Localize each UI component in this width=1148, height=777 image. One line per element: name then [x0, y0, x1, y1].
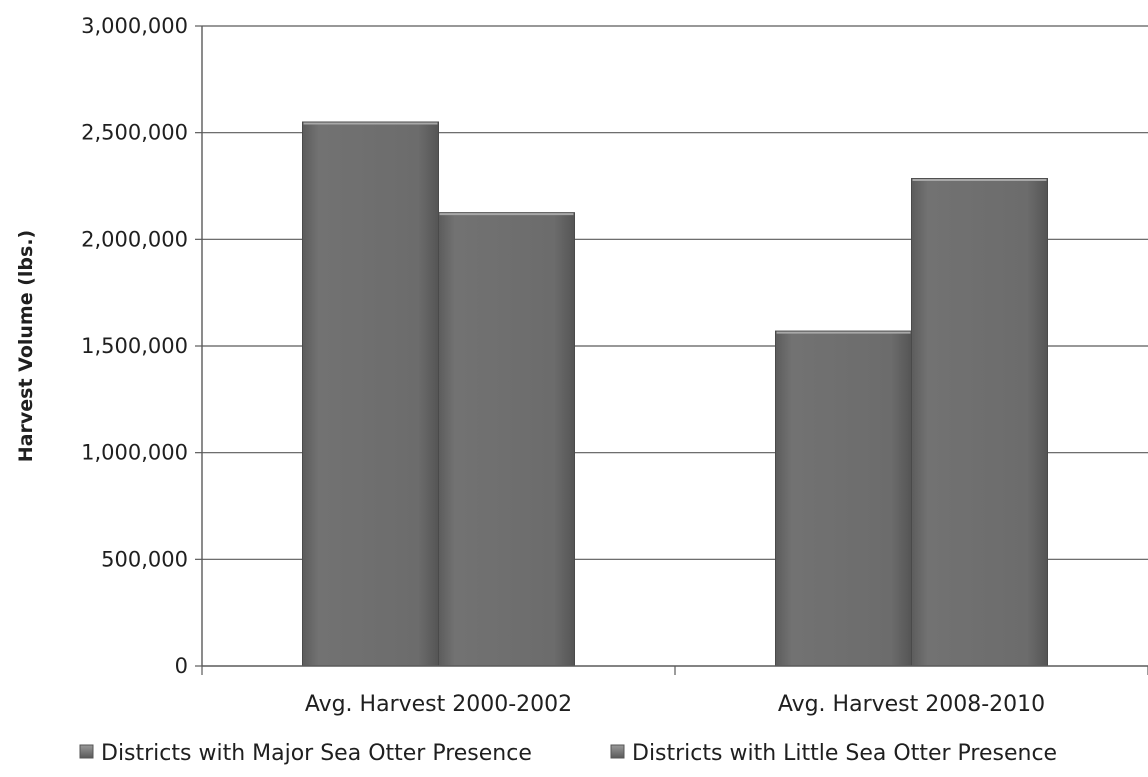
- labels: 0 500,000 1,000,000 1,500,000 2,000,000 2,500…: [15, 14, 1045, 717]
- legend-label: Districts with Little Sea Otter Presence: [632, 741, 1057, 766]
- y-tick-label: 500,000: [101, 547, 188, 571]
- bar: [438, 212, 575, 667]
- bars: [302, 121, 1048, 667]
- y-tick-label: 0: [175, 654, 188, 678]
- bar: [911, 178, 1048, 667]
- x-category-label: Avg. Harvest 2000-2002: [305, 692, 572, 717]
- y-tick-label: 1,500,000: [81, 334, 188, 358]
- y-axis-title: Harvest Volume (lbs.): [15, 230, 37, 462]
- y-tick-label: 2,000,000: [81, 227, 188, 251]
- legend-swatch: [79, 744, 94, 759]
- legend: Districts with Major Sea Otter Presence D…: [79, 741, 1057, 766]
- y-tick-label: 1,000,000: [81, 441, 188, 465]
- bar: [302, 121, 439, 667]
- legend-label: Districts with Major Sea Otter Presence: [101, 741, 532, 766]
- y-tick-label: 2,500,000: [81, 121, 188, 145]
- y-tick-label: 3,000,000: [81, 14, 188, 38]
- x-category-label: Avg. Harvest 2008-2010: [778, 692, 1045, 717]
- axes: [195, 25, 1148, 675]
- bar: [775, 330, 912, 667]
- legend-swatch: [610, 744, 625, 759]
